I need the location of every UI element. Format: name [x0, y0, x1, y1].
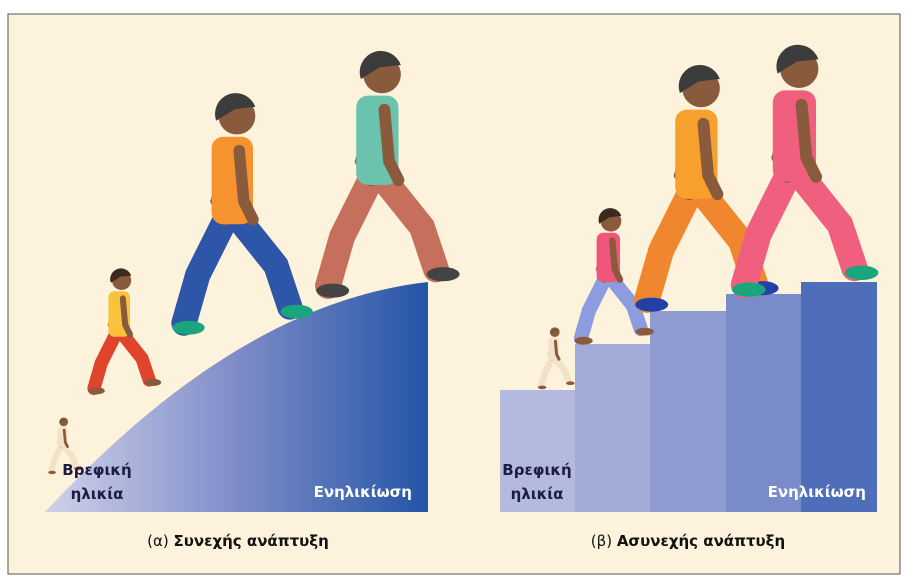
shoe — [144, 379, 161, 386]
shoe — [635, 298, 668, 312]
caption: (β) Ασυνεχής ανάπτυξη — [591, 532, 785, 550]
shoe — [281, 305, 313, 319]
end-label: Ενηλικίωση — [314, 483, 412, 501]
caption-prefix: (α) — [147, 532, 169, 550]
caption-title: Ασυνεχής ανάπτυξη — [617, 532, 785, 550]
end-label: Ενηλικίωση — [768, 483, 866, 501]
shoe — [173, 321, 205, 335]
shoe — [538, 386, 546, 390]
step — [726, 294, 802, 512]
head — [550, 327, 560, 337]
shoe — [427, 267, 460, 281]
start-label: ηλικία — [511, 485, 564, 503]
shoe — [48, 471, 56, 474]
head — [59, 417, 68, 426]
step — [575, 344, 651, 512]
shoe — [88, 387, 105, 394]
shoe — [566, 381, 574, 385]
step — [801, 282, 877, 512]
shoe — [732, 282, 766, 296]
caption: (α) Συνεχής ανάπτυξη — [147, 532, 329, 550]
start-label: Βρεφική — [62, 461, 131, 479]
figure: Βρεφική ηλικία Ενηλικίωση Βρεφική ηλικία… — [0, 0, 909, 577]
start-label: Βρεφική — [502, 461, 571, 479]
step — [650, 311, 727, 512]
shoe — [575, 337, 593, 345]
shoe — [636, 328, 654, 336]
shoe — [845, 266, 879, 280]
caption-title: Συνεχής ανάπτυξη — [174, 532, 329, 550]
caption-prefix: (β) — [591, 532, 612, 550]
start-label: ηλικία — [71, 485, 124, 503]
shoe — [316, 284, 349, 298]
